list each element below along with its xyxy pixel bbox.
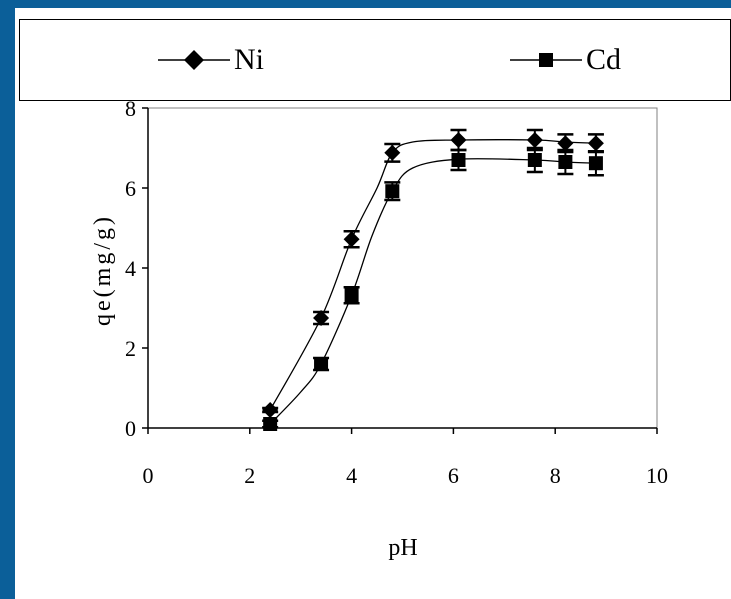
y-tick-label: 4 xyxy=(125,256,136,281)
x-tick-label: 2 xyxy=(244,463,255,488)
x-tick-label: 0 xyxy=(143,463,154,488)
plot-area-border xyxy=(147,107,658,429)
y-tick-label: 0 xyxy=(125,416,136,441)
data-point-cd xyxy=(588,156,603,171)
y-tick-label: 2 xyxy=(125,336,136,361)
y-tick-label: 6 xyxy=(125,176,136,201)
data-point-cd xyxy=(527,153,542,167)
data-point-cd xyxy=(344,288,359,303)
data-point-ni xyxy=(262,402,279,418)
data-point-ni xyxy=(384,144,401,161)
data-point-ni xyxy=(526,132,543,148)
x-axis-title: pH xyxy=(388,535,417,561)
data-point-cd xyxy=(385,184,400,199)
data-point-cd xyxy=(558,155,573,169)
data-point-ni xyxy=(313,310,330,326)
legend-label-ni: Ni xyxy=(234,43,264,76)
chart-frame xyxy=(15,8,731,599)
data-point-ni xyxy=(587,135,604,152)
legend-label-cd: Cd xyxy=(586,43,622,76)
x-tick-label: 8 xyxy=(550,463,561,488)
x-tick-label: 6 xyxy=(448,463,459,488)
data-point-ni xyxy=(450,132,467,148)
square-marker-icon xyxy=(510,53,582,67)
data-point-ni xyxy=(343,231,360,248)
x-tick-label: 4 xyxy=(346,463,357,488)
y-tick-label: 8 xyxy=(125,96,136,121)
legend-item-cd: Cd xyxy=(510,20,621,100)
trend-line-cd xyxy=(269,158,596,425)
y-axis-title: qe(mg/g) xyxy=(90,214,116,326)
data-point-cd xyxy=(263,417,278,431)
legend: Ni Cd xyxy=(19,19,731,101)
data-point-ni xyxy=(557,135,574,152)
legend-item-ni: Ni xyxy=(158,20,264,100)
trend-line-ni xyxy=(269,139,596,411)
diamond-marker-icon xyxy=(158,50,230,70)
data-point-cd xyxy=(314,357,329,371)
data-point-cd xyxy=(451,153,466,167)
x-tick-label: 10 xyxy=(646,463,668,488)
